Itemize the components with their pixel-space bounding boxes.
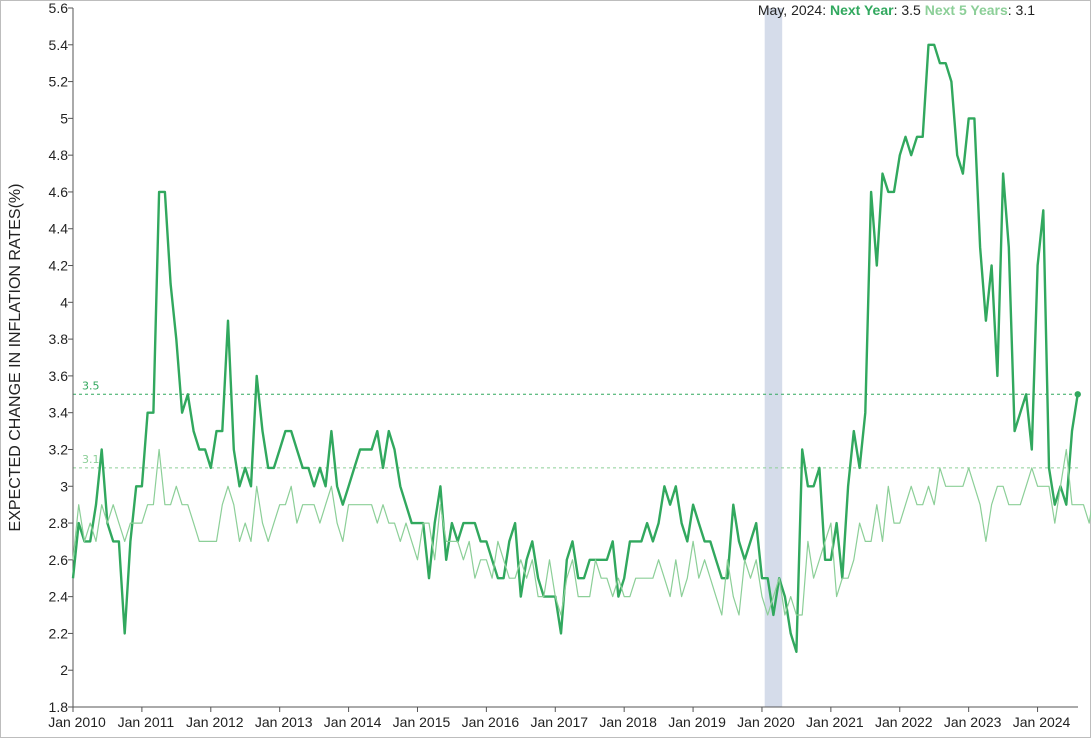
readout-next-5-value: 3.1 xyxy=(1015,2,1035,18)
x-tick-label: Jan 2023 xyxy=(944,714,1002,730)
x-tick-label: Jan 2018 xyxy=(599,714,657,730)
y-tick-label: 2.6 xyxy=(49,552,69,568)
y-tick-label: 3.6 xyxy=(49,368,69,384)
x-tick-label: Jan 2020 xyxy=(737,714,795,730)
x-tick-label: Jan 2014 xyxy=(324,714,382,730)
x-tick-label: Jan 2024 xyxy=(1013,714,1071,730)
recession-shade xyxy=(764,8,783,707)
y-tick-label: 2.2 xyxy=(49,625,69,641)
y-tick-label: 4.8 xyxy=(49,147,69,163)
y-tick-label: 2.8 xyxy=(49,515,69,531)
y-tick-label: 5 xyxy=(60,110,68,126)
y-tick-label: 3.4 xyxy=(49,405,69,421)
x-tick-label: Jan 2021 xyxy=(806,714,864,730)
x-tick-label: Jan 2013 xyxy=(255,714,313,730)
y-tick-label: 5.6 xyxy=(49,0,69,16)
x-tick-label: Jan 2017 xyxy=(530,714,588,730)
axes-layer: 1.8 2 2.2 2.4 2.6 2.8 3 3.2 3.4 3.6 3.8 4 4.2 4.4 4.6 4… xyxy=(7,0,1078,730)
y-tick-label: 3 xyxy=(60,478,68,494)
y-tick-label: 4.6 xyxy=(49,184,69,200)
y-axis-title: EXPECTED CHANGE IN INFLATION RATES(%) xyxy=(7,184,24,532)
reference-line-label: 3.5 xyxy=(82,379,100,392)
x-tick-label: Jan 2019 xyxy=(668,714,726,730)
hover-readout: May, 2024: Next Year: 3.5 Next 5 Years: … xyxy=(757,2,1035,18)
x-tick-label: Jan 2012 xyxy=(186,714,244,730)
series-line-next-5-years xyxy=(72,448,1091,616)
y-tick-label: 2 xyxy=(60,662,68,678)
y-tick-label: 4.2 xyxy=(49,258,69,274)
x-tick-label: Jan 2010 xyxy=(48,714,106,730)
y-tick-label: 4.4 xyxy=(49,221,69,237)
y-tick-label: 1.8 xyxy=(49,699,69,715)
series-layer xyxy=(71,43,1091,653)
y-tick-label: 4 xyxy=(60,294,68,310)
readout-next-year-label: Next Year xyxy=(830,2,894,18)
readout-next-5-label: Next 5 Years xyxy=(924,2,1008,18)
y-tick-label: 2.4 xyxy=(49,589,69,605)
x-tick-label: Jan 2022 xyxy=(875,714,933,730)
reference-line-label: 3.1 xyxy=(82,453,100,466)
y-tick-label: 3.8 xyxy=(49,331,69,347)
readout-next-year-value: 3.5 xyxy=(901,2,921,18)
y-tick-label: 5.2 xyxy=(49,74,69,90)
y-tick-label: 3.2 xyxy=(49,441,69,457)
x-tick-label: Jan 2011 xyxy=(118,714,175,730)
series-line-next-year xyxy=(71,43,1079,653)
readout-date: May, 2024 xyxy=(757,2,823,18)
x-tick-label: Jan 2016 xyxy=(462,714,520,730)
recession-shade-layer xyxy=(764,8,783,707)
reference-lines-layer: 3.5 3.1 xyxy=(73,379,1078,469)
series-endpoint-next-year xyxy=(1074,391,1081,398)
x-tick-label: Jan 2015 xyxy=(393,714,451,730)
y-tick-label: 5.4 xyxy=(49,37,69,53)
